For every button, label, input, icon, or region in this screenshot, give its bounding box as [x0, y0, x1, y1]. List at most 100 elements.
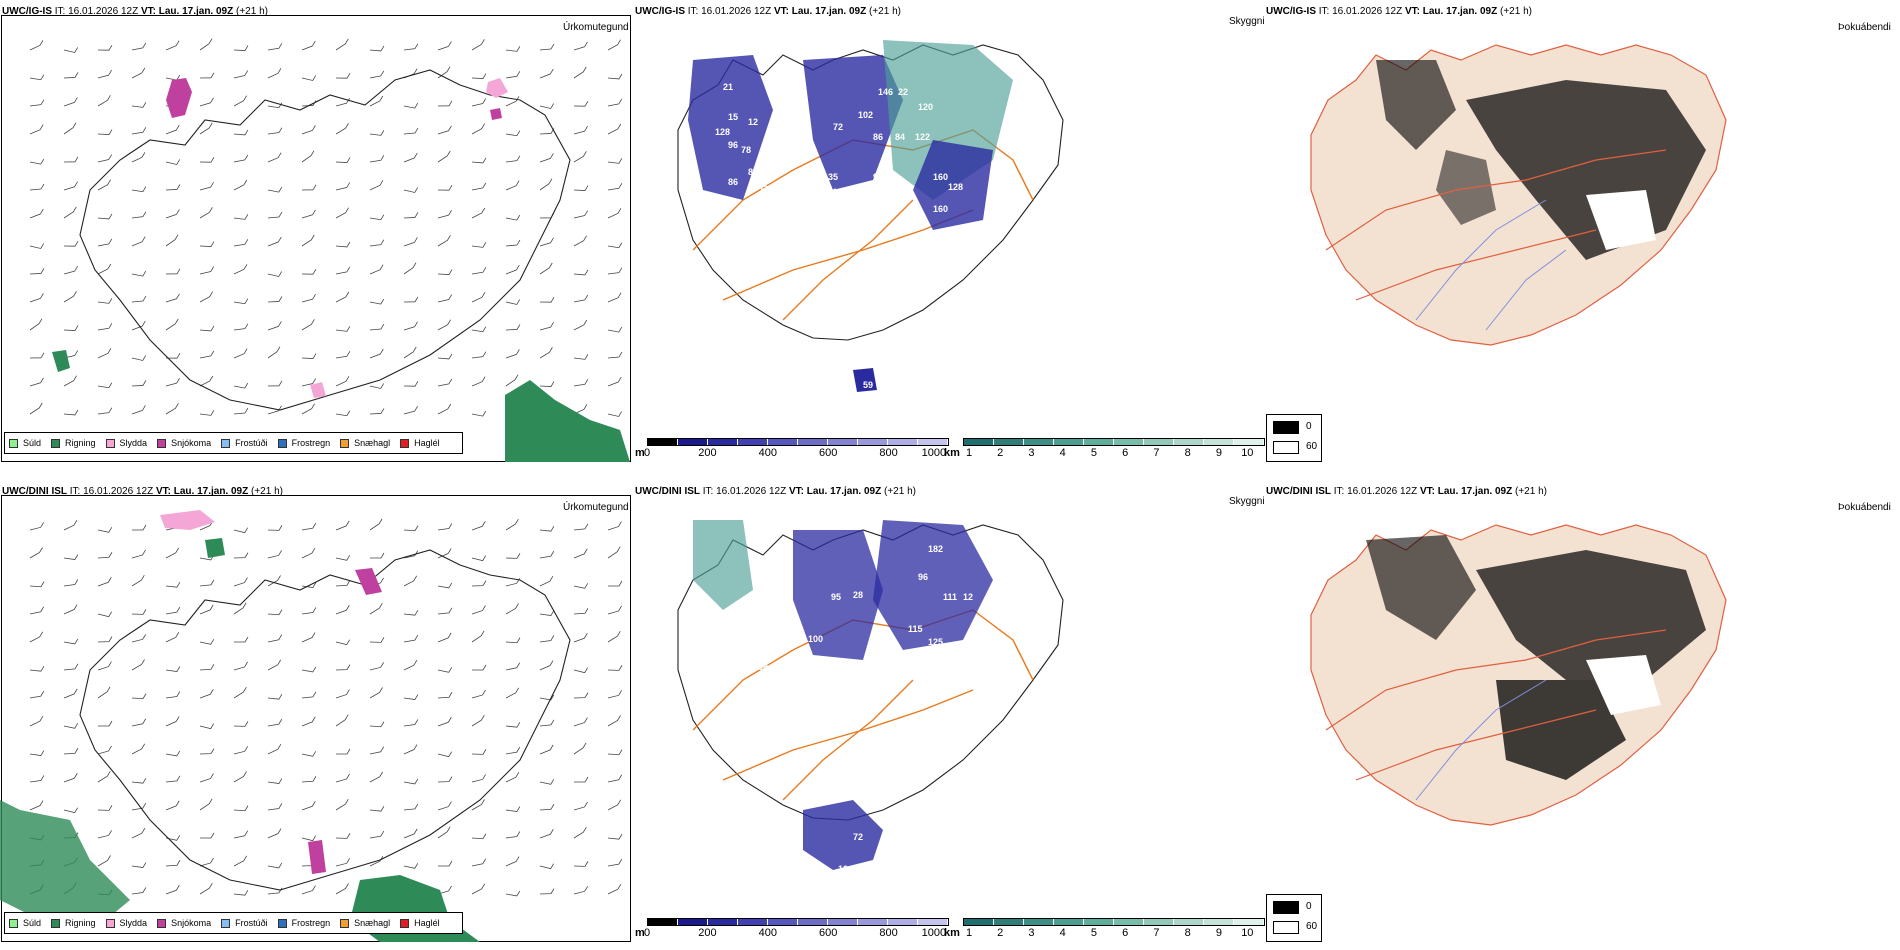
wind-barb	[437, 667, 453, 673]
cloud-cell	[853, 368, 877, 392]
wind-barb	[505, 349, 520, 359]
wind-barb	[267, 102, 283, 109]
tick-label: 8	[1184, 447, 1191, 459]
wind-barb	[539, 694, 555, 701]
wind-barb	[29, 243, 45, 249]
cloudbase-value: 86	[728, 177, 738, 187]
wind-barb	[505, 662, 521, 671]
wind-barb	[199, 122, 213, 135]
cloudbase-value: 12	[748, 117, 758, 127]
wind-barb	[403, 659, 418, 671]
wind-barb	[97, 661, 112, 671]
wind-barb	[471, 689, 486, 699]
wind-barb	[267, 186, 283, 193]
cloud-map: 182 96 111 12 95 28 12 100 208 104 10 10…	[677, 520, 1064, 874]
legend-item: Rigning	[51, 918, 96, 928]
tick-label: 1000	[921, 447, 947, 459]
cloudbase-value: 111	[943, 592, 957, 602]
wind-barb	[608, 580, 623, 587]
tick-label: 4	[1059, 447, 1066, 459]
wind-barb	[471, 73, 487, 79]
wind-barb	[437, 125, 452, 135]
wind-barb	[301, 776, 317, 783]
wind-barb	[63, 409, 79, 416]
cloudbase-value: 59	[863, 380, 873, 390]
rain-patch	[0, 800, 130, 925]
legend-item: Rigning	[51, 438, 96, 448]
wind-barb	[539, 804, 555, 811]
legend-label: Snæhagl	[354, 438, 391, 448]
wind-barb	[369, 155, 385, 163]
wind-barb	[29, 690, 45, 699]
rivers	[1415, 679, 1547, 801]
wind-barb	[335, 97, 350, 107]
wind-barb	[437, 582, 453, 589]
model-name: UWC/DINI ISL	[2, 486, 67, 497]
wind-barb	[607, 183, 623, 191]
precip-legend: Súld Rigning Slydda Snjókoma Frostúði Fr…	[4, 912, 463, 934]
wind-barb	[63, 240, 79, 247]
wind-barb	[539, 610, 555, 616]
tick-label: 3	[1028, 927, 1035, 939]
cloudbase-ticks: 0 200 400 600 800 1000	[644, 927, 949, 941]
cloud-cell	[793, 530, 883, 660]
wind-barb	[29, 522, 45, 531]
wind-barb	[607, 749, 623, 756]
legend-swatch	[105, 918, 115, 928]
wind-barb	[335, 689, 350, 699]
wind-barb	[471, 376, 486, 387]
wind-barb	[505, 637, 521, 644]
wind-barb	[437, 523, 453, 531]
wind-barb	[539, 103, 555, 109]
wind-barb	[165, 581, 181, 588]
wind-barb	[505, 71, 521, 79]
wind-barb	[131, 405, 146, 415]
wind-barb	[403, 102, 419, 109]
wind-barb	[403, 803, 419, 811]
wind-barb	[233, 830, 249, 839]
legend-label: Snæhagl	[354, 918, 391, 928]
wind-barb	[335, 207, 349, 219]
wind-barbs	[29, 38, 623, 417]
wind-barb	[233, 382, 249, 389]
wind-barb	[63, 156, 79, 163]
wind-barb	[471, 98, 487, 107]
legend-label: Súld	[23, 918, 42, 928]
wind-barb	[539, 550, 555, 559]
wind-barb	[471, 799, 485, 811]
wind-barb	[233, 70, 249, 79]
legend-swatch	[400, 438, 410, 448]
precip-map	[29, 38, 630, 462]
wind-barb	[131, 827, 146, 839]
wind-barb	[437, 294, 453, 303]
wind-barb	[573, 125, 588, 135]
wind-barb	[233, 855, 248, 867]
cloudbase-value: 96	[728, 140, 738, 150]
cloudbase-value: 128	[948, 182, 963, 192]
iceland-coastline	[79, 549, 571, 891]
wind-barb	[369, 687, 383, 699]
road	[1355, 709, 1597, 781]
wind-barb	[301, 666, 317, 673]
wind-barb	[403, 212, 419, 219]
fog-area	[1496, 680, 1626, 780]
wind-barb	[335, 241, 351, 248]
wind-barb	[607, 98, 623, 107]
wind-barb	[63, 663, 79, 671]
colorbar-segment	[994, 439, 1024, 445]
wind-barb	[29, 631, 44, 643]
wind-barb	[539, 347, 553, 359]
wind-barb	[97, 770, 111, 783]
wind-barb	[335, 798, 349, 811]
wind-barb	[165, 40, 180, 51]
wind-barb	[505, 806, 521, 812]
wind-barb	[573, 886, 589, 895]
river	[1415, 199, 1547, 321]
colorbar-segment	[918, 919, 948, 925]
wind-barb	[573, 235, 587, 247]
wind-barb	[301, 125, 316, 135]
wind-barb	[369, 70, 385, 79]
wind-barb	[97, 154, 113, 163]
wind-barb	[573, 717, 588, 727]
colorbar-segment	[1024, 919, 1054, 925]
